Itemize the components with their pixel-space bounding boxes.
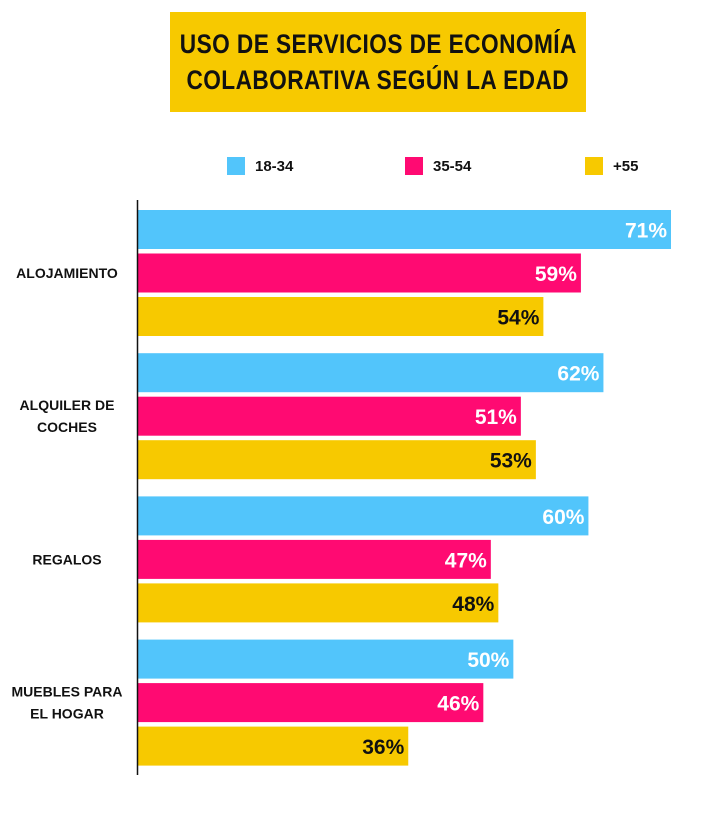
bar-value-label: 59% [535, 263, 577, 286]
bar-value-label: 54% [497, 307, 539, 330]
category-label-line: EL HOGAR [30, 706, 104, 722]
legend-swatch-55-plus [585, 157, 603, 175]
bar-1-series-1 [138, 210, 671, 249]
bar-4-series-3 [138, 726, 409, 766]
bar-value-label: 46% [437, 693, 479, 716]
legend-label-55-plus: +55 [613, 157, 639, 175]
category-label: ALQUILER DE COCHES [20, 397, 115, 435]
category-labels: ALOJAMIENTO ALQUILER DE COCHES REGALOS MUEBL… [12, 265, 123, 722]
bar-4-series-1 [138, 639, 514, 679]
category-label: ALOJAMIENTO [16, 265, 118, 281]
legend-swatch-35-54 [405, 157, 423, 175]
category-label: MUEBLES PARA EL HOGAR [12, 684, 123, 722]
bar-3-series-1 [138, 496, 589, 536]
bar-value-label: 48% [452, 593, 494, 616]
category-label-line: MUEBLES PARA [12, 684, 123, 700]
bar-1-series-3 [138, 297, 544, 336]
bar-value-label: 50% [467, 649, 509, 672]
chart-title-line-1: USO DE SERVICIOS DE ECONOMÍA [179, 29, 577, 59]
category-label-line: ALQUILER DE [20, 397, 115, 413]
bar-value-label: 53% [490, 450, 532, 473]
legend-swatch-18-34 [227, 157, 245, 175]
legend-item-35-54: 35-54 [405, 156, 471, 176]
chart-title-line-2: COLABORATIVA SEGÚN LA EDAD [186, 65, 570, 95]
bar-3-series-2 [138, 539, 491, 579]
category-label-line: COCHES [37, 419, 97, 435]
legend-item-55-plus: +55 [585, 156, 638, 176]
bar-3-series-3 [138, 583, 499, 623]
legend-item-18-34: 18-34 [227, 156, 293, 176]
bar-value-label: 60% [542, 506, 584, 529]
legend-label-18-34: 18-34 [255, 157, 294, 175]
bar-4-series-2 [138, 683, 484, 723]
bar-value-label: 36% [362, 736, 404, 759]
category-label: REGALOS [32, 551, 101, 567]
legend-label-35-54: 35-54 [433, 157, 472, 175]
bar-value-label: 71% [625, 220, 667, 243]
bar-1-series-2 [138, 253, 581, 293]
category-label-line: ALOJAMIENTO [16, 265, 118, 281]
bar-value-label: 51% [475, 406, 517, 429]
bar-2-series-3 [138, 440, 536, 480]
bar-group: 71% 59% 54% 62% 51% 53% 60% 47% 48% 50% 46% 36% [138, 210, 671, 766]
bar-value-label: 62% [557, 363, 599, 386]
chart-title: USO DE SERVICIOS DE ECONOMÍA COLABORATIV… [170, 12, 586, 112]
bar-value-label: 47% [445, 549, 487, 572]
category-label-line: REGALOS [32, 551, 101, 567]
bar-2-series-2 [138, 396, 521, 436]
bar-2-series-1 [138, 353, 604, 393]
